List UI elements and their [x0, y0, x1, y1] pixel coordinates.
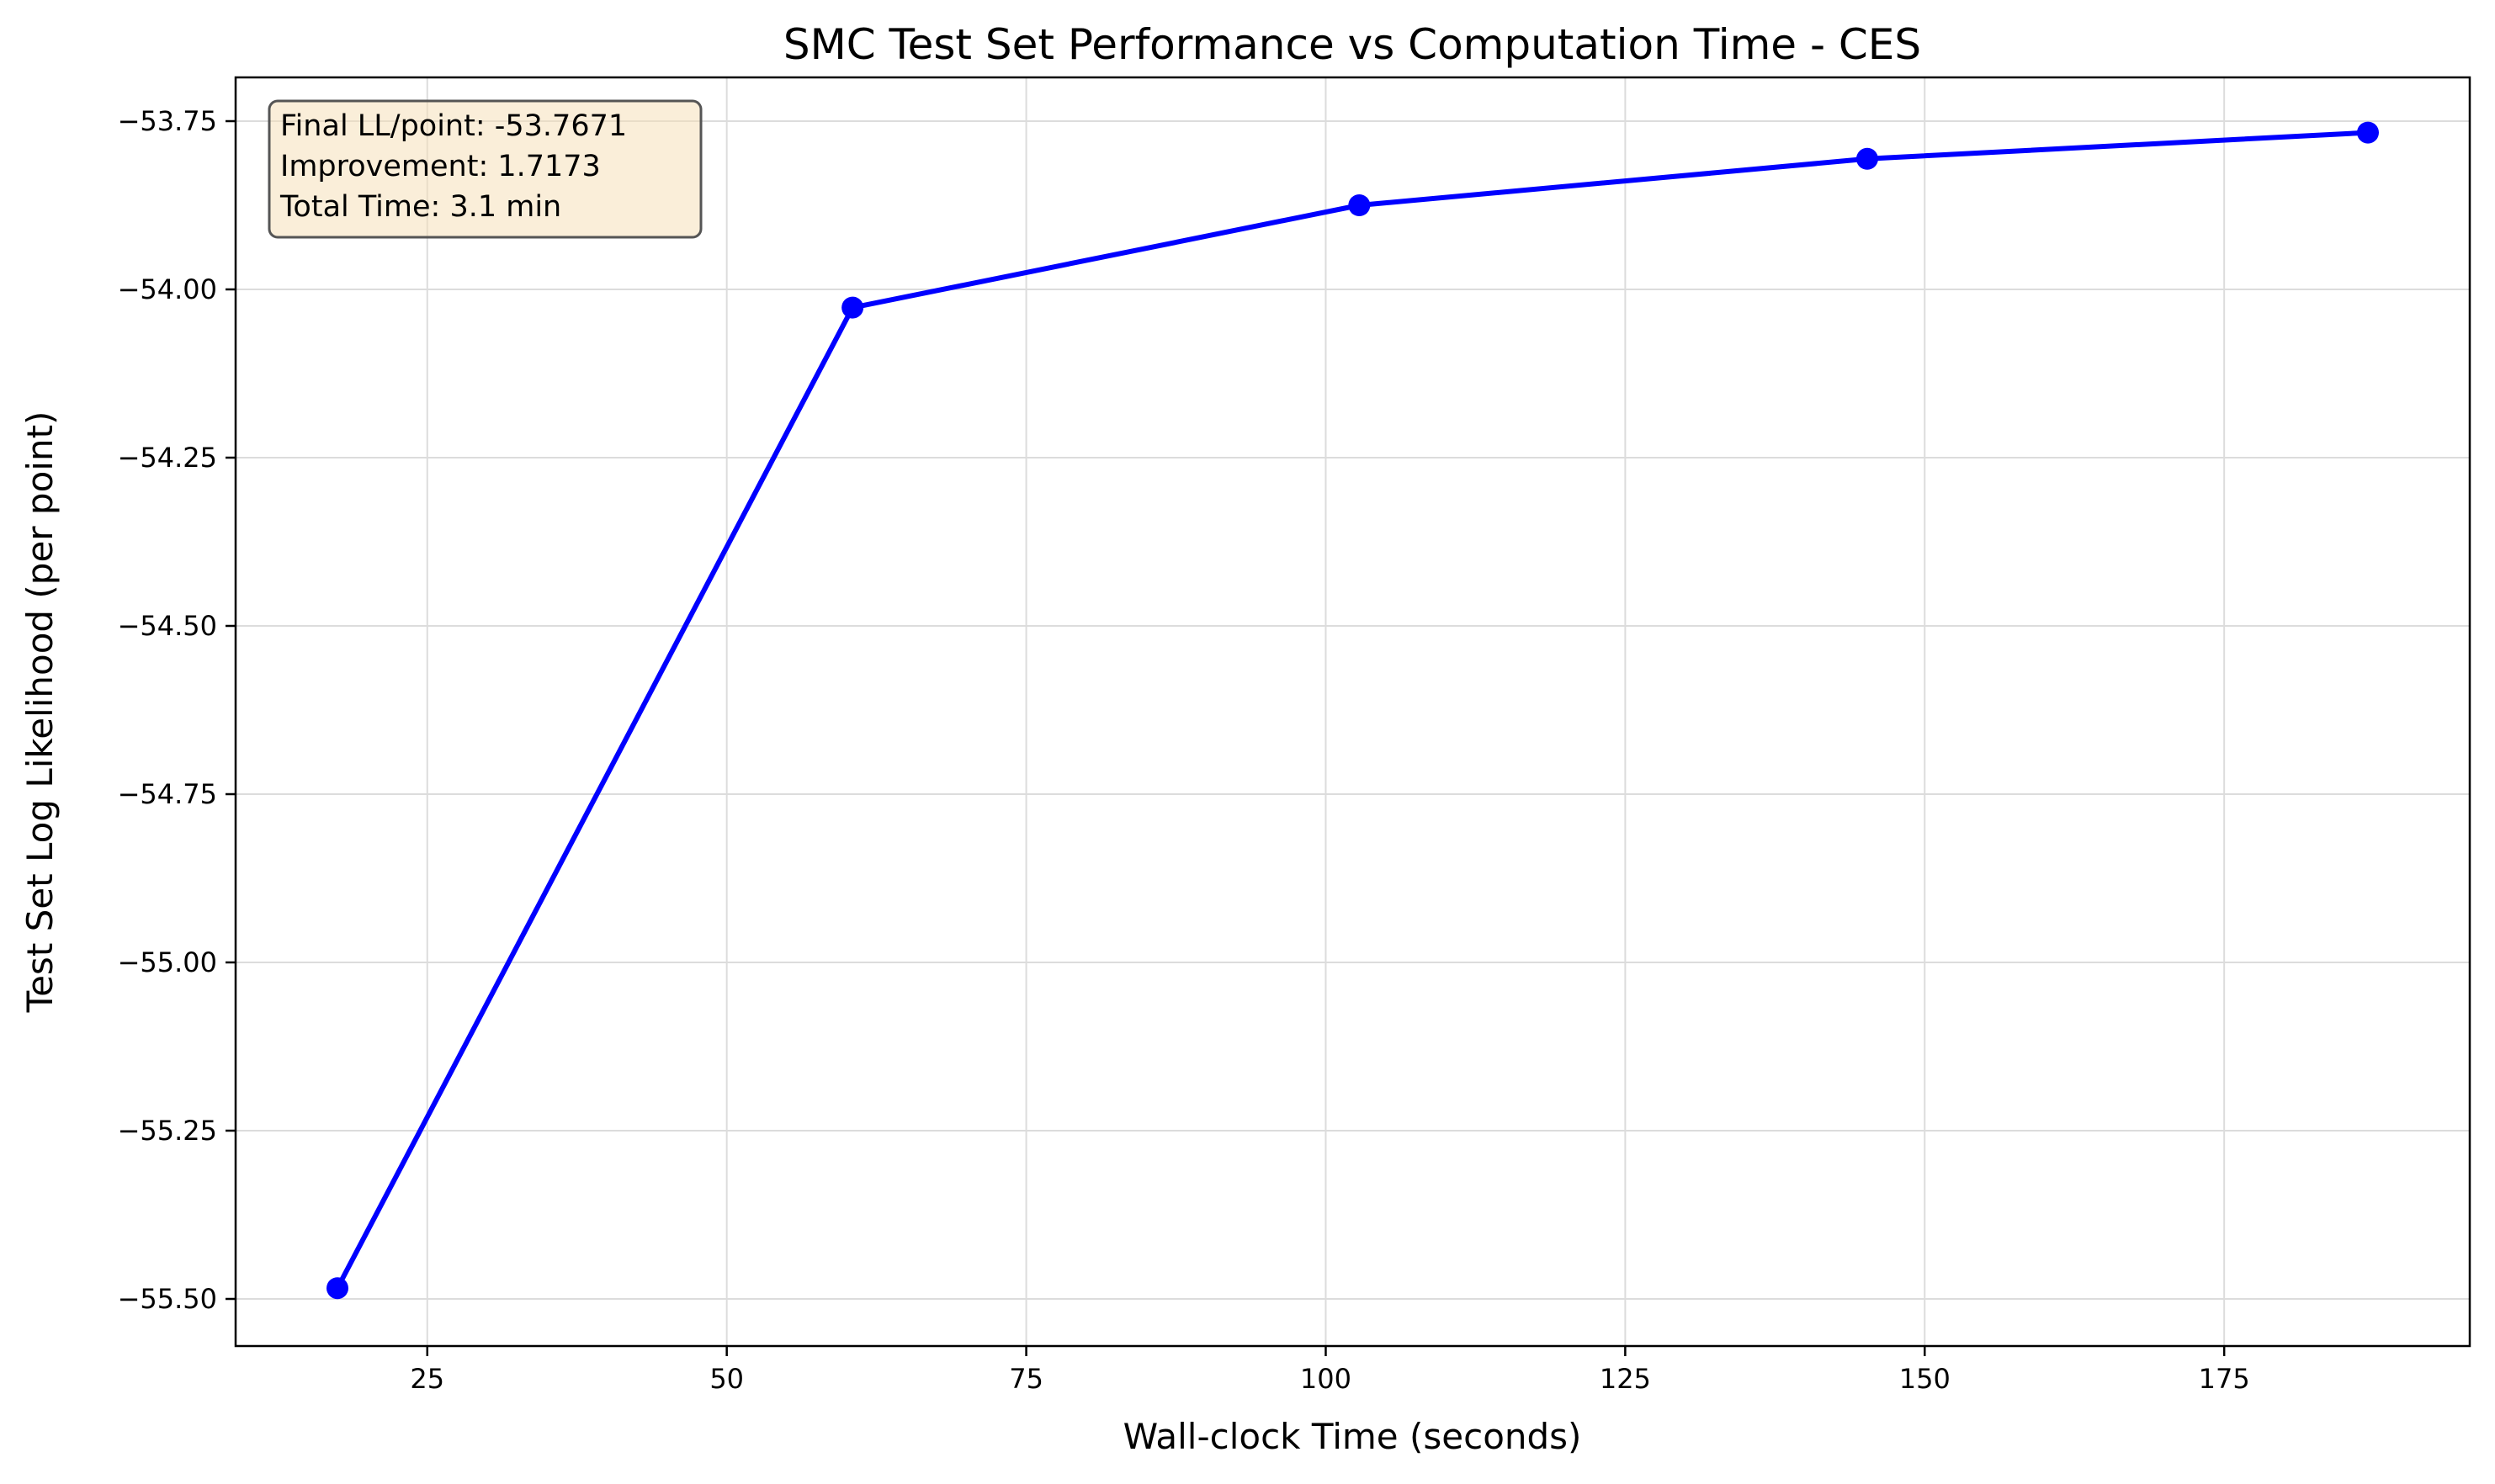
y-axis-title: Test Set Log Likelihood (per point) [19, 411, 61, 1014]
y-tick-label: −55.50 [118, 1283, 217, 1315]
data-point [841, 296, 864, 319]
chart-title: SMC Test Set Performance vs Computation … [783, 20, 1921, 69]
y-tick-label: −54.75 [118, 778, 217, 810]
y-tick-label: −55.25 [118, 1115, 217, 1147]
x-tick-label: 150 [1899, 1363, 1951, 1395]
stats-annotation-box: Final LL/point: -53.7671 Improvement: 1.… [268, 99, 703, 239]
series-line [335, 130, 2369, 1290]
plot-area-frame [234, 76, 2471, 1348]
data-point [326, 1277, 349, 1300]
annotation-line-total-time: Total Time: 3.1 min [279, 190, 561, 224]
y-tick-label: −53.75 [118, 105, 217, 137]
data-point [1348, 194, 1371, 216]
y-tick-label: −54.00 [118, 273, 217, 305]
x-tick-label: 75 [1009, 1363, 1043, 1395]
annotation-background [268, 99, 703, 239]
data-point [1855, 147, 1878, 170]
x-axis-ticks: 25 50 75 100 125 150 175 [410, 1346, 2250, 1395]
x-tick-label: 25 [410, 1363, 444, 1395]
x-tick-label: 125 [1600, 1363, 1651, 1395]
x-axis-title: Wall-clock Time (seconds) [1123, 1416, 1582, 1457]
series-points [326, 121, 2379, 1300]
annotation-line-final-ll: Final LL/point: -53.7671 [280, 109, 627, 143]
data-point [2356, 121, 2379, 144]
x-tick-label: 175 [2199, 1363, 2250, 1395]
y-tick-label: −54.50 [118, 610, 217, 642]
y-tick-label: −55.00 [118, 946, 217, 978]
x-tick-label: 50 [709, 1363, 744, 1395]
annotation-line-improvement: Improvement: 1.7173 [280, 150, 601, 183]
y-tick-label: −54.25 [118, 442, 217, 474]
grid-lines [236, 77, 2470, 1346]
y-axis-ticks: −53.75 −54.00 −54.25 −54.50 −54.75 −55.00 −55.… [118, 105, 236, 1315]
x-tick-label: 100 [1300, 1363, 1351, 1395]
